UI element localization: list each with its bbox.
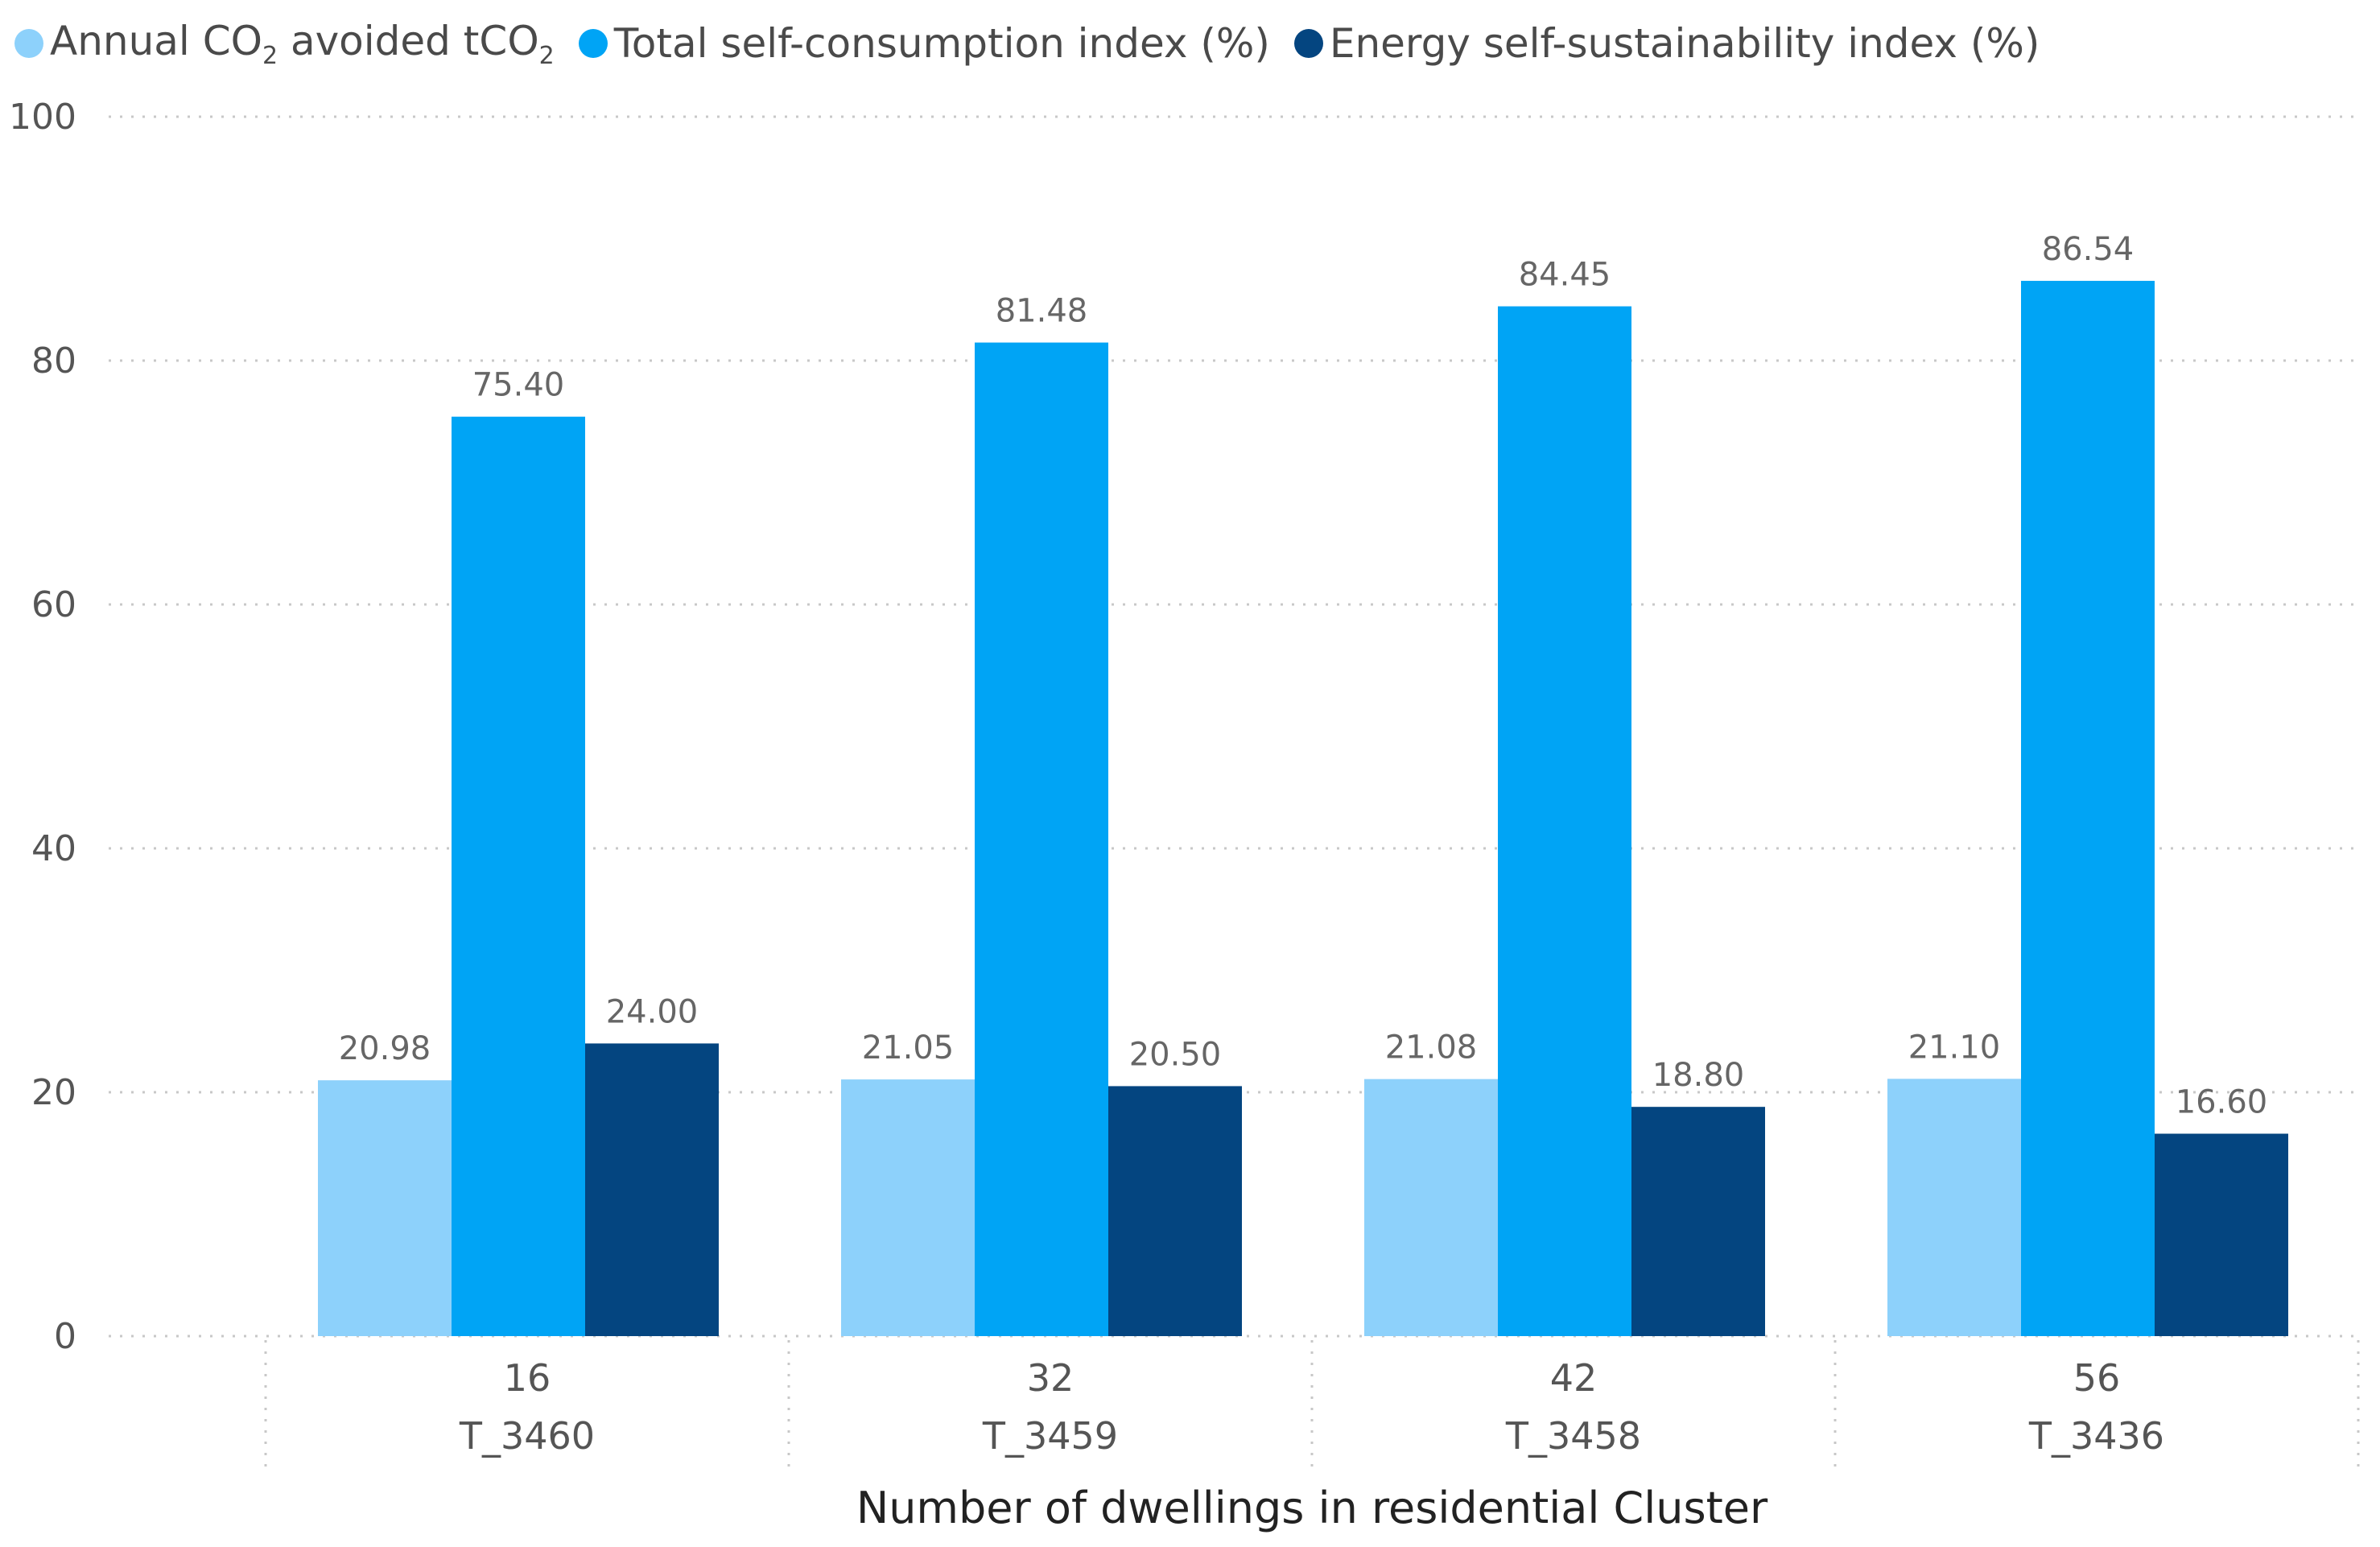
y-tick-label: 80 [31,340,76,382]
x-tick-label-count: 42 [1550,1356,1598,1400]
y-tick-label: 40 [31,828,76,869]
bar [1887,1079,2021,1336]
data-label: 24.00 [606,993,699,1030]
legend-swatch-self-sustainability [1293,29,1323,58]
data-label: 21.10 [1908,1029,2001,1066]
bar [452,416,585,1337]
x-tick-label-cluster: T_3458 [1505,1414,1641,1458]
legend-label-co2: Annual CO2 avoided tCO2 [50,17,555,70]
legend-item-co2[interactable]: Annual CO2 avoided tCO2 [14,18,555,70]
data-label: 75.40 [472,367,565,404]
bar [975,342,1108,1336]
bar [585,1043,719,1336]
bar [318,1080,452,1336]
x-axis-title: Number of dwellings in residential Clust… [856,1483,1768,1533]
data-label: 16.60 [2176,1084,2268,1121]
data-label: 21.05 [862,1029,955,1066]
y-tick-label: 0 [54,1316,76,1357]
y-tick-label: 100 [9,97,76,138]
y-tick-label: 60 [31,584,76,625]
x-tick-label-cluster: T_3460 [459,1414,595,1458]
legend-swatch-co2 [14,29,43,58]
x-tick-label-cluster: T_3436 [2028,1414,2164,1458]
bar [1631,1107,1765,1336]
bar [841,1079,975,1336]
legend-item-self-sustainability[interactable]: Energy self-sustainability index (%) [1293,20,2040,67]
bar [1498,306,1631,1336]
bar [2021,280,2155,1337]
x-tick-label-count: 56 [2073,1356,2121,1400]
y-tick-label: 20 [31,1072,76,1113]
data-label: 21.08 [1385,1029,1478,1066]
data-label: 86.54 [2042,231,2135,268]
chart-legend: Annual CO2 avoided tCO2 Total self-consu… [14,11,2064,76]
data-label: 84.45 [1519,257,1611,294]
bar [2155,1133,2288,1336]
bar [1364,1079,1498,1336]
x-tick-label-count: 32 [1027,1356,1075,1400]
legend-label-self-consumption: Total self-consumption index (%) [613,20,1270,67]
legend-swatch-self-consumption [578,29,608,58]
x-tick-label-cluster: T_3459 [982,1414,1118,1458]
data-label: 20.98 [339,1030,431,1067]
data-label: 20.50 [1129,1036,1222,1073]
legend-label-self-sustainability: Energy self-sustainability index (%) [1329,20,2040,67]
x-tick-label-count: 16 [504,1356,551,1400]
legend-item-self-consumption[interactable]: Total self-consumption index (%) [578,20,1270,67]
data-label: 18.80 [1652,1057,1745,1094]
data-label: 81.48 [996,293,1088,330]
bar [1108,1086,1242,1336]
